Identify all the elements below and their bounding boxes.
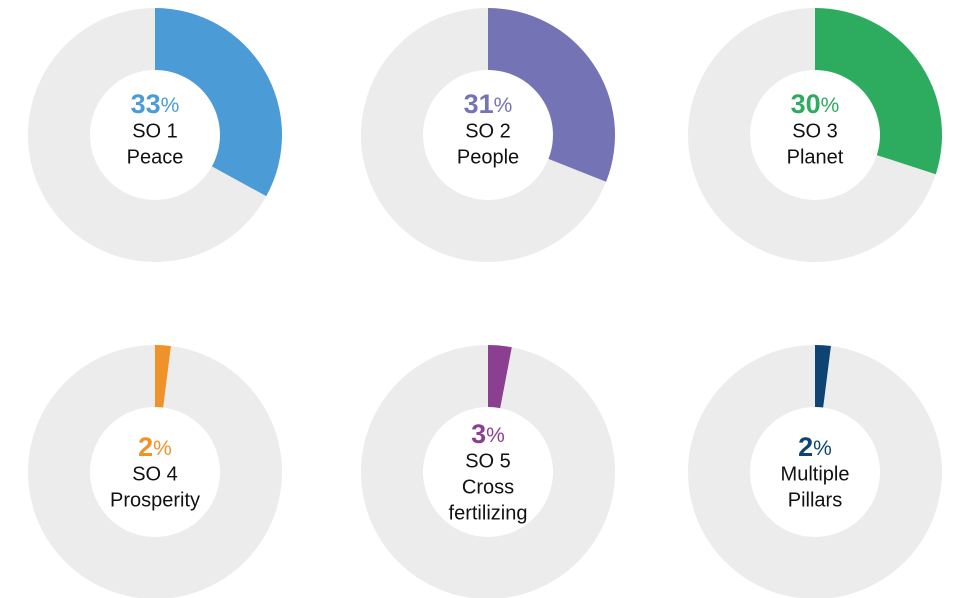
donut-label: Prosperity bbox=[110, 489, 200, 511]
percent-unit: % bbox=[153, 437, 172, 460]
percent-label: 31% bbox=[464, 89, 513, 119]
percent-unit: % bbox=[821, 94, 840, 117]
percent-value: 2 bbox=[798, 432, 813, 462]
percent-label: 2% bbox=[798, 432, 832, 462]
donut-segment bbox=[488, 345, 512, 409]
donut-label: SO 5 bbox=[465, 450, 511, 472]
donut-segment bbox=[155, 8, 282, 197]
donut-label: Cross bbox=[462, 476, 514, 498]
percent-label: 2% bbox=[138, 432, 172, 462]
donut-label: SO 3 bbox=[792, 120, 838, 142]
percent-label: 3% bbox=[471, 419, 505, 449]
donut-label: Pillars bbox=[788, 489, 842, 511]
percent-value: 30 bbox=[791, 89, 821, 119]
percent-unit: % bbox=[494, 94, 513, 117]
percent-value: 31 bbox=[464, 89, 494, 119]
percent-value: 3 bbox=[471, 419, 486, 449]
percent-unit: % bbox=[161, 94, 180, 117]
percent-unit: % bbox=[486, 424, 505, 447]
percent-value: 2 bbox=[138, 432, 153, 462]
donut-label: Multiple bbox=[781, 463, 850, 485]
donut-label: Peace bbox=[127, 146, 184, 168]
donut-segment bbox=[155, 345, 171, 408]
donut-label: fertilizing bbox=[449, 502, 528, 524]
donut-label: People bbox=[457, 146, 519, 168]
percent-value: 33 bbox=[131, 89, 161, 119]
donut-label: SO 2 bbox=[465, 120, 511, 142]
donut-label: SO 1 bbox=[132, 120, 178, 142]
percent-label: 33% bbox=[131, 89, 180, 119]
percent-label: 30% bbox=[791, 89, 840, 119]
donut-label: Planet bbox=[787, 146, 844, 168]
percent-unit: % bbox=[813, 437, 832, 460]
donut-segment bbox=[488, 8, 615, 182]
donut-segment bbox=[815, 345, 831, 408]
donut-label: SO 4 bbox=[132, 463, 178, 485]
donut-segment bbox=[815, 8, 942, 175]
